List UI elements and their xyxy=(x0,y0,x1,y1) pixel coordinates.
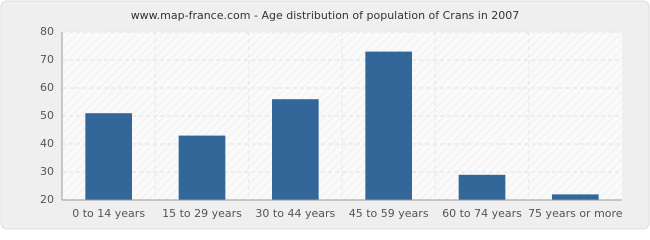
bar xyxy=(85,113,132,200)
x-tick-label: 75 years or more xyxy=(528,207,623,220)
bar xyxy=(458,174,506,200)
y-tick-label: 20 xyxy=(40,193,54,206)
y-tick-label: 50 xyxy=(40,109,54,122)
page: {"chart_data": {"type": "bar", "title": … xyxy=(0,0,650,230)
y-tick-label: 60 xyxy=(40,81,54,94)
x-tick-label: 60 to 74 years xyxy=(442,207,522,220)
bar xyxy=(365,51,412,200)
chart: www.map-france.com - Age distribution of… xyxy=(0,0,650,230)
bar xyxy=(552,194,599,200)
y-tick-label: 30 xyxy=(40,165,54,178)
x-tick-label: 30 to 44 years xyxy=(255,207,335,220)
y-tick-label: 80 xyxy=(40,25,54,38)
x-tick-label: 45 to 59 years xyxy=(349,207,429,220)
bar xyxy=(178,135,226,200)
x-tick-label: 0 to 14 years xyxy=(72,207,145,220)
y-tick-label: 70 xyxy=(40,53,54,66)
bar xyxy=(272,99,319,200)
chart-title: www.map-france.com - Age distribution of… xyxy=(131,9,520,22)
x-tick-label: 15 to 29 years xyxy=(162,207,242,220)
y-tick-label: 40 xyxy=(40,137,54,150)
